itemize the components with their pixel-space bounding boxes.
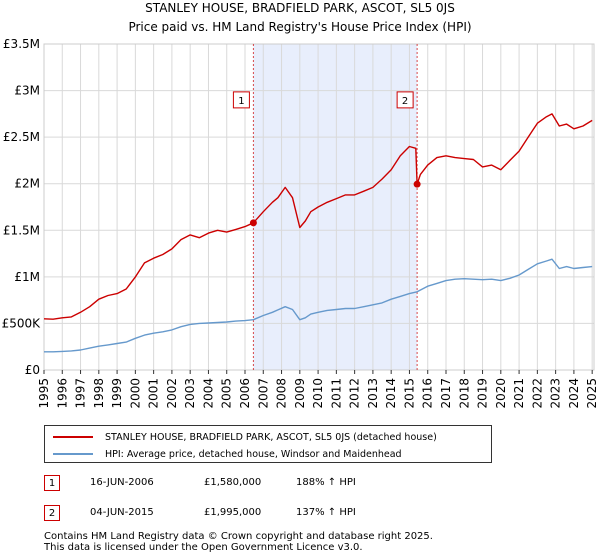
x-tick-label: 2013 <box>366 378 380 409</box>
x-tick-label: 1997 <box>74 378 88 409</box>
sale-label-number: 2 <box>402 96 408 107</box>
x-tick-label: 2007 <box>256 378 270 409</box>
sale-hpi-change: 137% ↑ HPI <box>296 507 356 518</box>
y-tick-label: £2M <box>14 177 40 191</box>
footer-line-copyright: Contains HM Land Registry data © Crown c… <box>44 531 433 542</box>
sale-label-number: 1 <box>238 96 244 107</box>
x-tick-label: 2004 <box>201 378 215 409</box>
legend-label-property: STANLEY HOUSE, BRADFIELD PARK, ASCOT, SL… <box>105 431 437 443</box>
sale-price: £1,580,000 <box>204 477 262 488</box>
x-tick-label: 1998 <box>92 378 106 409</box>
y-tick-label: £1M <box>14 270 40 284</box>
y-tick-label: £2.5M <box>3 130 40 144</box>
y-tick-label: £500K <box>2 316 42 330</box>
x-tick-label: 2001 <box>147 378 161 409</box>
x-tick-label: 2017 <box>439 378 453 409</box>
sale-row: 2 04-JUN-2015 £1,995,000 137% ↑ HPI <box>44 505 544 525</box>
x-tick-label: 2012 <box>348 378 362 409</box>
sale-point <box>413 180 421 188</box>
legend-swatch-hpi <box>53 453 93 455</box>
x-tick-label: 1996 <box>55 378 69 409</box>
property-price-line <box>43 113 593 320</box>
x-tick-label: 2000 <box>128 378 142 409</box>
sale-price: £1,995,000 <box>204 507 262 518</box>
chart-title: STANLEY HOUSE, BRADFIELD PARK, ASCOT, SL… <box>145 1 455 15</box>
footer-notice: Contains HM Land Registry data © Crown c… <box>44 531 433 553</box>
x-tick-label: 2018 <box>457 378 471 409</box>
x-tick-label: 2010 <box>311 378 325 409</box>
sale-label: 1 <box>232 91 250 109</box>
x-tick-label: 2021 <box>512 378 526 409</box>
y-tick-label: £3.5M <box>3 37 40 51</box>
x-tick-label: 2015 <box>402 378 416 409</box>
y-tick-label: £3M <box>14 84 40 98</box>
plot-border <box>43 43 595 371</box>
ownership-shaded-region <box>253 44 418 370</box>
sale-label-box <box>396 91 414 109</box>
sale-date: 16-JUN-2006 <box>90 477 154 488</box>
x-tick-label: 2019 <box>476 378 490 409</box>
y-tick-label: £0 <box>25 363 40 377</box>
footer-line-licence: This data is licensed under the Open Gov… <box>44 542 363 553</box>
sale-hpi-change: 188% ↑ HPI <box>296 477 356 488</box>
x-tick-label: 1999 <box>110 378 124 409</box>
x-tick-label: 2011 <box>329 378 343 409</box>
sale-label: 2 <box>396 91 414 109</box>
x-tick-label: 1995 <box>37 378 51 409</box>
hpi-line <box>44 258 593 353</box>
x-tick-label: 2002 <box>165 378 179 409</box>
legend-label-hpi: HPI: Average price, detached house, Wind… <box>105 448 402 460</box>
x-tick-label: 2022 <box>530 378 544 409</box>
legend-item-hpi: HPI: Average price, detached house, Wind… <box>53 446 402 462</box>
sale-row: 1 16-JUN-2006 £1,580,000 188% ↑ HPI <box>44 475 544 495</box>
x-tick-label: 2024 <box>567 378 581 409</box>
x-tick-label: 2003 <box>183 378 197 409</box>
x-tick-label: 2009 <box>293 378 307 409</box>
sale-point <box>249 219 257 227</box>
x-tick-label: 2008 <box>275 378 289 409</box>
x-tick-label: 2023 <box>549 378 563 409</box>
chart-legend: STANLEY HOUSE, BRADFIELD PARK, ASCOT, SL… <box>44 425 492 463</box>
sale-number-badge: 1 <box>44 475 60 491</box>
legend-item-property: STANLEY HOUSE, BRADFIELD PARK, ASCOT, SL… <box>53 429 437 445</box>
x-tick-label: 2016 <box>421 378 435 409</box>
sale-label-box <box>232 91 250 109</box>
x-tick-label: 2014 <box>384 378 398 409</box>
x-tick-label: 2006 <box>238 378 252 409</box>
price-chart: STANLEY HOUSE, BRADFIELD PARK, ASCOT, SL… <box>2 1 600 409</box>
x-tick-label: 2020 <box>494 378 508 409</box>
y-tick-label: £1.5M <box>3 223 40 237</box>
legend-swatch-property <box>53 436 93 438</box>
chart-subtitle: Price paid vs. HM Land Registry's House … <box>128 20 471 34</box>
sale-number-badge: 2 <box>44 505 60 521</box>
x-tick-label: 2025 <box>585 378 599 409</box>
sale-date: 04-JUN-2015 <box>90 507 154 518</box>
x-tick-label: 2005 <box>220 378 234 409</box>
